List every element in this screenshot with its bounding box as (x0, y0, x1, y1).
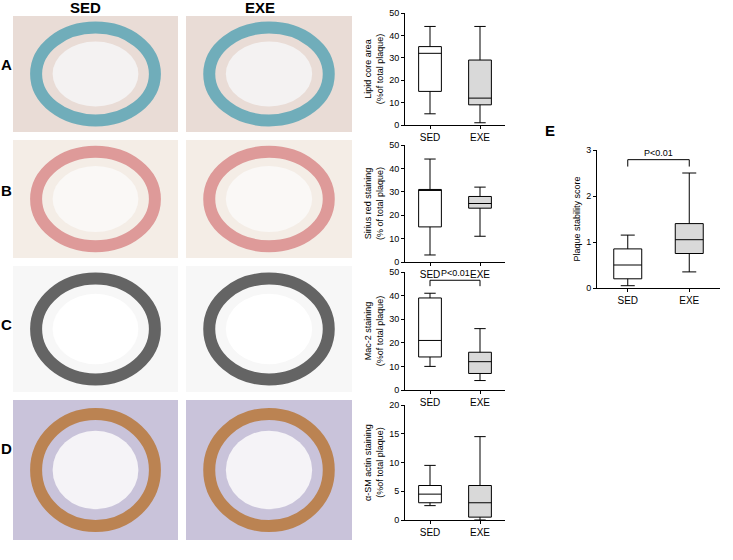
svg-text:SED: SED (617, 295, 638, 306)
svg-text:Lipid core area(%of total plaq: Lipid core area(%of total plaque) (363, 34, 385, 105)
svg-text:EXE: EXE (470, 269, 490, 280)
svg-text:20: 20 (389, 75, 399, 85)
svg-text:30: 30 (389, 314, 399, 324)
svg-text:30: 30 (389, 53, 399, 63)
html-text:E: E (545, 122, 555, 139)
svg-text:30: 30 (389, 187, 399, 197)
svg-text:Sirius red staining(% of total: Sirius red staining(% of total plaque) (363, 167, 385, 240)
svg-text:20: 20 (389, 210, 399, 220)
svg-text:2: 2 (586, 191, 591, 201)
svg-text:1: 1 (586, 237, 591, 247)
html-text:B: B (1, 182, 12, 199)
svg-text:50: 50 (389, 267, 399, 277)
svg-text:SED: SED (420, 132, 441, 143)
svg-text:P<0.01: P<0.01 (644, 148, 673, 158)
svg-text:SED: SED (420, 269, 441, 280)
svg-text:20: 20 (389, 338, 399, 348)
svg-text:10: 10 (389, 98, 399, 108)
svg-text:3: 3 (586, 145, 591, 155)
svg-text:40: 40 (389, 164, 399, 174)
svg-text:10: 10 (389, 458, 399, 468)
svg-text:15: 15 (389, 429, 399, 439)
svg-text:EXE: EXE (679, 295, 699, 306)
svg-text:EXE: EXE (470, 397, 490, 408)
svg-text:EXE: EXE (470, 527, 490, 538)
html-text:EXE: EXE (245, 0, 275, 16)
svg-text:0: 0 (394, 257, 399, 267)
svg-text:10: 10 (389, 234, 399, 244)
svg-text:50: 50 (389, 8, 399, 18)
html-text:SED: SED (70, 0, 101, 16)
svg-text:20: 20 (389, 400, 399, 410)
html-text:C: C (1, 316, 12, 333)
svg-text:0: 0 (394, 515, 399, 525)
svg-text:Mac-2 staining(%of total plaqu: Mac-2 staining(%of total plaque) (363, 296, 385, 367)
svg-text:SED: SED (420, 527, 441, 538)
svg-text:40: 40 (389, 31, 399, 41)
html-text:D: D (1, 440, 12, 457)
svg-text:0: 0 (394, 385, 399, 395)
svg-text:0: 0 (394, 120, 399, 130)
svg-text:50: 50 (389, 140, 399, 150)
svg-text:40: 40 (389, 291, 399, 301)
svg-text:5: 5 (394, 486, 399, 496)
svg-text:0: 0 (586, 283, 591, 293)
svg-text:10: 10 (389, 362, 399, 372)
svg-text:SED: SED (420, 397, 441, 408)
svg-text:Plaque stability score: Plaque stability score (572, 176, 582, 261)
html-text:A: A (1, 56, 12, 73)
svg-text:P<0.01: P<0.01 (441, 268, 470, 278)
svg-text:EXE: EXE (470, 132, 490, 143)
svg-text:α-SM actin staining(%of total: α-SM actin staining(%of total plaque) (363, 424, 385, 501)
